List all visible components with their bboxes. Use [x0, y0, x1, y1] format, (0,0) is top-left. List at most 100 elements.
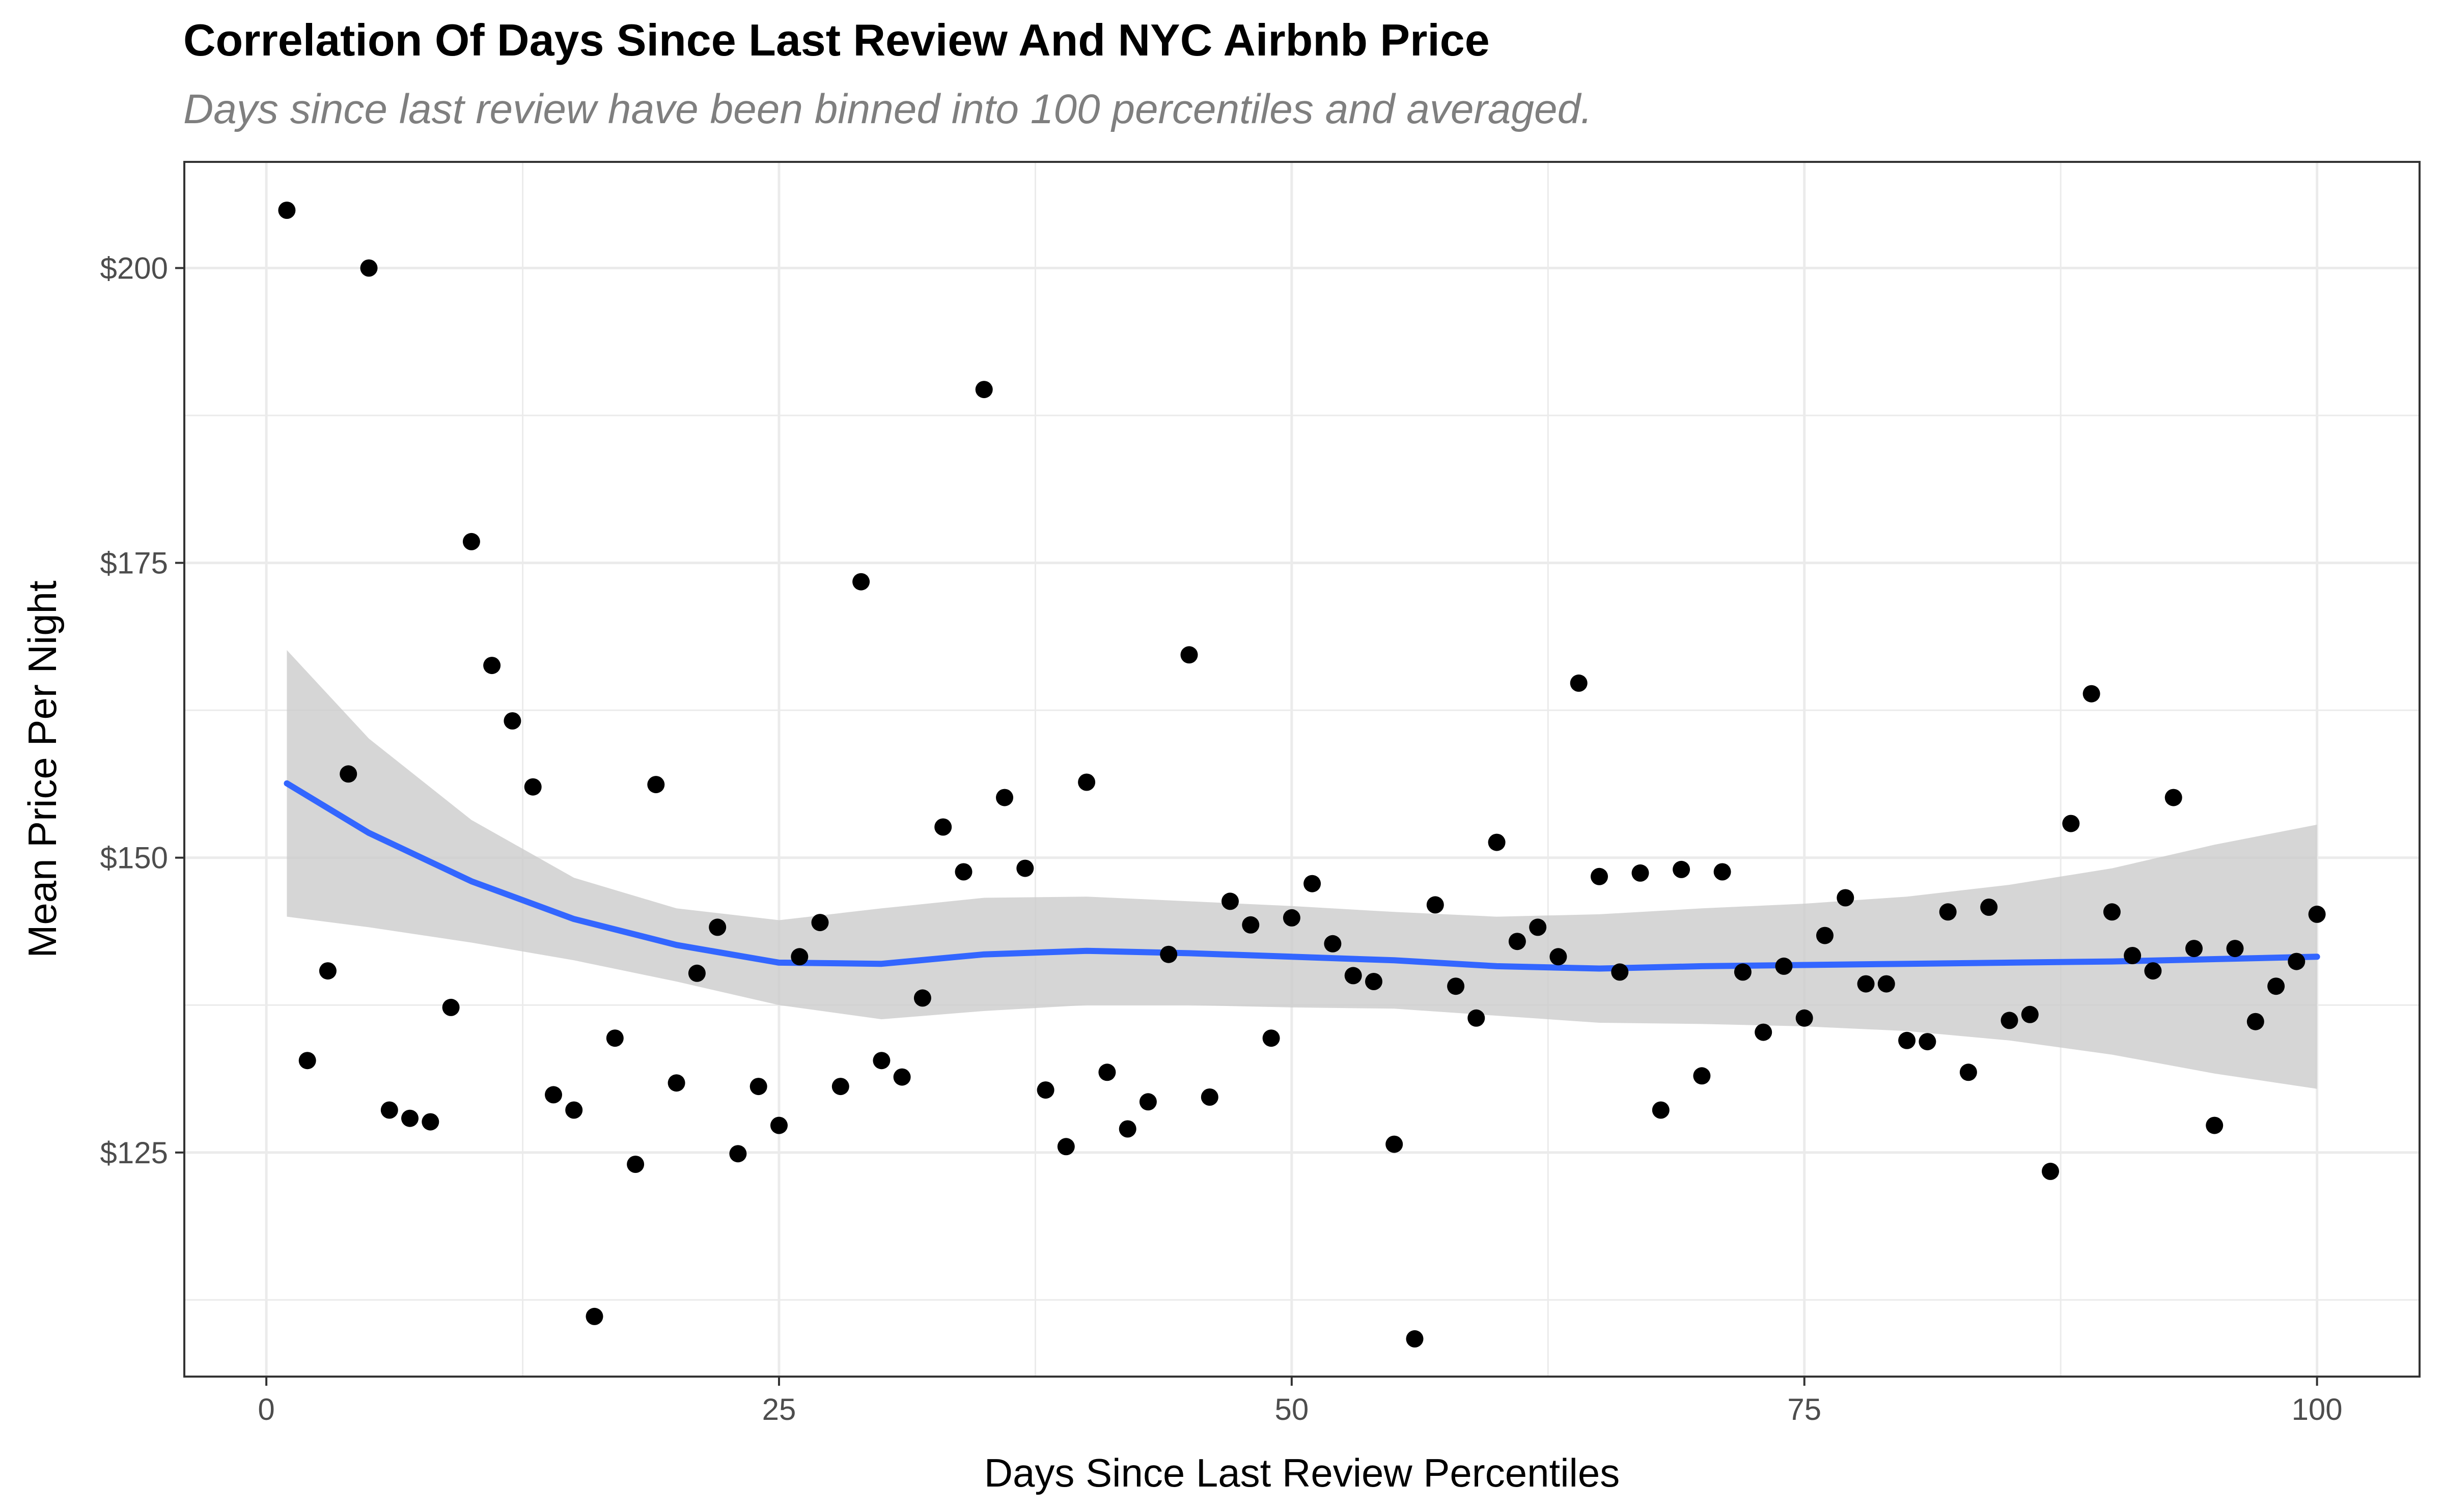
data-point [1775, 957, 1793, 975]
data-point [770, 1116, 788, 1134]
x-tick-label: 100 [2292, 1392, 2343, 1426]
data-point [1877, 975, 1895, 993]
data-point [2062, 815, 2080, 832]
data-point [1816, 927, 1834, 944]
data-point [688, 964, 706, 982]
data-point [1365, 973, 1382, 990]
data-point [1078, 773, 1096, 791]
data-point [1283, 909, 1300, 927]
data-point [319, 962, 337, 980]
plot-panel-background [184, 162, 2420, 1377]
data-point [606, 1029, 624, 1047]
data-point [831, 1078, 849, 1096]
data-point [524, 778, 542, 796]
data-point [1898, 1031, 1916, 1049]
data-point [2103, 903, 2121, 921]
data-point [749, 1078, 767, 1096]
data-point [1160, 945, 1178, 963]
data-point [955, 863, 973, 881]
data-point [1385, 1135, 1403, 1153]
data-point [1098, 1063, 1116, 1081]
x-axis-title: Days Since Last Review Percentiles [984, 1450, 1620, 1495]
data-point [1713, 863, 1731, 881]
data-point [1508, 933, 1526, 950]
data-point [1139, 1093, 1157, 1111]
data-point [811, 914, 829, 932]
y-tick-label: $175 [100, 546, 168, 580]
data-point [2164, 789, 2182, 806]
data-point [1037, 1081, 1054, 1099]
data-point [1959, 1063, 1977, 1081]
data-point [2267, 977, 2285, 995]
data-point [1262, 1029, 1280, 1047]
data-point [2185, 940, 2203, 958]
data-point [1057, 1138, 1075, 1156]
data-point [545, 1086, 562, 1104]
points-layer [278, 202, 2326, 1348]
x-tick-label: 50 [1274, 1392, 1309, 1426]
data-point [873, 1052, 891, 1070]
smooth-line [284, 780, 2320, 972]
data-point [483, 657, 501, 675]
y-axis-ticks: $125 $150 $175 $200 [100, 251, 184, 1170]
x-tick-label: 0 [258, 1392, 274, 1426]
data-point [340, 765, 357, 783]
x-axis-ticks: 0 25 50 75 100 [258, 1377, 2343, 1426]
major-gridlines [184, 162, 2420, 1377]
data-point [1201, 1088, 1218, 1106]
data-point [422, 1113, 439, 1131]
data-point [975, 381, 993, 399]
data-point [1570, 674, 1588, 692]
chart-subtitle: Days since last review have been binned … [183, 86, 1592, 132]
y-axis-title: Mean Price Per Night [20, 580, 65, 958]
data-point [586, 1307, 603, 1325]
data-point [1426, 896, 1444, 914]
data-point [647, 776, 665, 794]
data-point [1119, 1120, 1136, 1138]
data-point [565, 1101, 583, 1119]
data-point [1549, 948, 1567, 966]
data-point [852, 573, 870, 591]
data-point [1939, 903, 1957, 921]
data-point [504, 712, 521, 730]
data-point [1795, 1009, 1813, 1027]
y-tick-label: $200 [100, 251, 168, 285]
data-point [1980, 899, 1998, 916]
data-point [709, 918, 727, 936]
data-point [1837, 889, 1854, 907]
data-point [1652, 1101, 1670, 1119]
data-point [1673, 860, 1690, 878]
data-point [1221, 892, 1239, 910]
x-tick-label: 25 [762, 1392, 796, 1426]
chart-title: Correlation Of Days Since Last Review An… [183, 15, 1490, 65]
data-point [1919, 1033, 1936, 1051]
data-point [1447, 977, 1465, 995]
data-point [1180, 646, 1198, 664]
data-point [791, 948, 809, 966]
data-point [1857, 975, 1875, 993]
data-point [1324, 935, 1342, 953]
data-point [401, 1109, 419, 1127]
data-point [1631, 864, 1649, 882]
data-point [913, 989, 931, 1007]
y-tick-label: $125 [100, 1136, 168, 1170]
data-point [1611, 963, 1629, 981]
data-point [1488, 833, 1506, 851]
y-tick-label: $150 [100, 841, 168, 875]
data-point [668, 1074, 685, 1092]
data-point [298, 1052, 316, 1070]
data-point [360, 259, 378, 277]
data-point [2308, 905, 2326, 923]
data-point [2288, 953, 2306, 970]
data-point [1016, 859, 1034, 877]
data-point [1467, 1009, 1485, 1027]
data-point [1406, 1330, 1424, 1348]
data-point [1734, 963, 1752, 981]
data-point [1344, 967, 1362, 985]
data-point [278, 202, 296, 219]
data-point [442, 998, 460, 1016]
data-point [2246, 1013, 2264, 1030]
data-point [2206, 1116, 2224, 1134]
smooth-line-layer [284, 780, 2320, 972]
